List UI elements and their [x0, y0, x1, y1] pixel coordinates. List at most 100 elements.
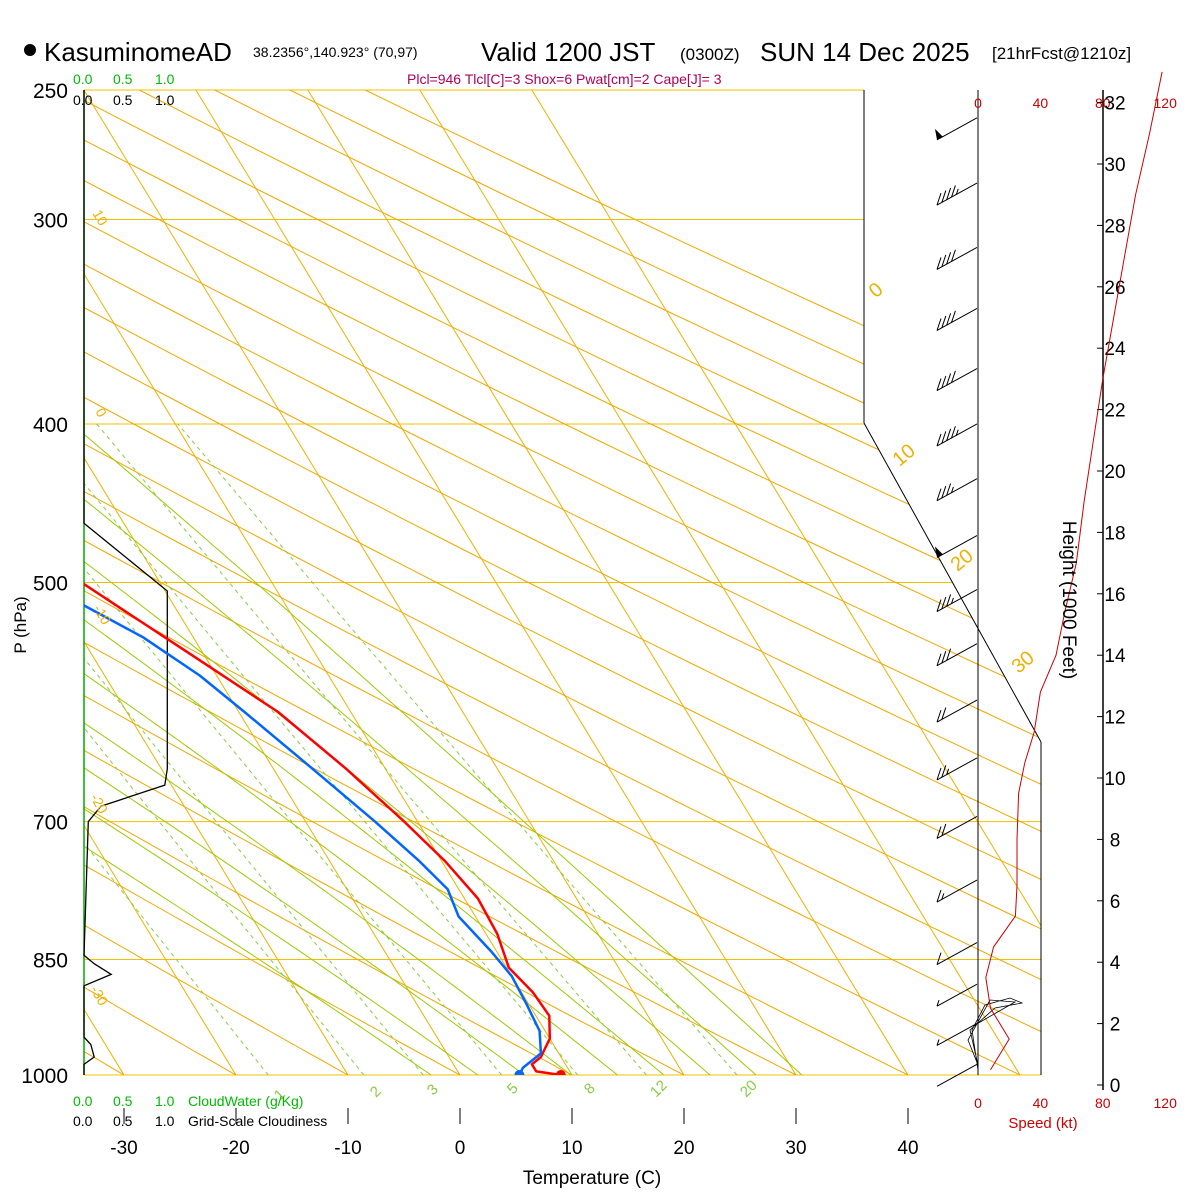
mixing-ratio-label: 8: [581, 1080, 599, 1098]
wind-barb-staff: [936, 589, 978, 613]
wind-barb-flag: [936, 488, 942, 501]
dry-adiabat-line: [84, 806, 574, 1075]
height-tick-label: 0: [1110, 1076, 1121, 1097]
right-panel: 0040408080120120024681012141618202224262…: [974, 71, 1177, 1111]
moist-adiabat-line: [84, 845, 432, 1075]
wind-barb-staff: [936, 699, 978, 723]
isotherm-line: [84, 456, 461, 1075]
wind-barb-flag: [941, 375, 947, 389]
wind-barb-flag: [936, 653, 942, 666]
isotherm-line: [84, 640, 349, 1075]
speed-tick-bottom: 0: [974, 1095, 982, 1111]
wind-barbs: [935, 117, 1024, 1087]
pressure-tick-label: 500: [33, 573, 68, 596]
speed-tick-bottom: 40: [1033, 1095, 1049, 1111]
wind-barb: [936, 1063, 978, 1087]
speed-tick-top: 0: [974, 95, 982, 111]
wind-barb: [936, 643, 978, 667]
height-tick-label: 8: [1110, 830, 1121, 851]
wind-barb-staff: [936, 1063, 978, 1087]
wind-barb-flag: [936, 952, 942, 965]
mixing-ratio-line: [84, 657, 424, 1075]
cloudiness-label: Grid-Scale Cloudiness: [188, 1113, 327, 1129]
dry-adiabat-line: [288, 90, 1041, 445]
dry-adiabat-line: [84, 590, 1022, 1075]
dry-adiabat-line: [84, 443, 1041, 930]
wind-barb: [935, 117, 978, 141]
wind-barb-pennant: [935, 546, 943, 558]
pressure-tick-label: 700: [33, 812, 68, 835]
y-axis-title: P (hPa): [11, 596, 30, 653]
wind-barb: [936, 478, 978, 502]
height-tick-label: 26: [1104, 278, 1125, 299]
wind-barb-staff: [936, 117, 978, 141]
cloudiness-tick: 1.0: [155, 1113, 175, 1129]
pressure-tick-label: 850: [33, 950, 68, 973]
mixing-ratio-line: [96, 423, 647, 1075]
height-tick-label: 16: [1104, 585, 1125, 606]
dry-adiabat-line: [84, 864, 462, 1075]
wind-barb: [936, 942, 978, 966]
wind-barb-flag: [946, 252, 952, 265]
wind-barb-flag: [936, 767, 942, 781]
height-tick-label: 4: [1110, 953, 1121, 974]
cloudiness-tick: 0.5: [113, 92, 133, 108]
isotherm-line: [531, 90, 1041, 927]
cloudwater-label: CloudWater (g/Kg): [188, 1093, 303, 1109]
stability-indices: Plcl=946 Tlcl[C]=3 Shox=6 Pwat[cm]=2 Cap…: [407, 71, 722, 87]
wind-barb-staff: [936, 983, 978, 1007]
surface-temperature-point: [555, 1070, 566, 1075]
moist-adiabat-line: [84, 722, 572, 1075]
speed-tick-bottom: 80: [1095, 1095, 1111, 1111]
dry-adiabat-line: [84, 263, 1041, 739]
wind-barb-halfflag: [955, 188, 959, 196]
dry-adiabat-line: [84, 986, 238, 1075]
wind-barb-staff: [936, 816, 978, 839]
moist-adiabat-line: [84, 561, 711, 1075]
height-tick-label: 2: [1110, 1015, 1121, 1036]
cloud-tick: 1.0: [155, 1093, 175, 1109]
wind-barb-halfflag: [941, 893, 945, 900]
wind-barb: [936, 699, 978, 723]
wind-barb-staff: [936, 643, 978, 667]
wind-barb-halfflag: [955, 429, 959, 436]
wind-barb: [936, 1022, 978, 1046]
dry-adiabat-line: [138, 90, 1041, 525]
wind-barb-flag: [936, 599, 942, 612]
wind-barb-halfflag: [936, 1000, 940, 1007]
dry-adiabat-line: [84, 307, 1041, 785]
wind-barb-staff: [936, 478, 978, 502]
wind-barb-halfflag: [946, 768, 950, 775]
wind-barb-flag: [941, 596, 947, 610]
dry-adiabat-line: [84, 396, 1041, 880]
wind-barb: [935, 535, 978, 558]
surface-dewpoint-point: [514, 1070, 525, 1075]
wind-barb-flag: [946, 594, 952, 607]
moist-adiabat-line: [84, 808, 479, 1075]
mixing-ratio-label: 3: [424, 1081, 442, 1099]
wind-barb-flag: [941, 254, 947, 268]
wind-barb-flag: [941, 765, 947, 778]
wind-barb-flag: [936, 257, 942, 270]
temp-tick-label: 40: [897, 1138, 918, 1159]
height-tick-label: 28: [1104, 216, 1125, 237]
wind-barb-staff: [936, 308, 978, 331]
height-tick-label: 10: [1104, 769, 1125, 790]
isotherm-line: [419, 90, 1021, 1075]
pressure-tick-label: 400: [33, 414, 68, 437]
wind-barb-flag: [941, 485, 947, 499]
wind-barb-flag: [936, 318, 942, 331]
skew-label-isotherm: 10: [90, 207, 112, 229]
dry-adiabat-line: [84, 179, 1041, 651]
temperature-dewpoint-profiles: [84, 582, 566, 1075]
wind-barb-flag: [950, 426, 956, 439]
wind-barb-flag: [936, 709, 942, 723]
skew-label-isotherm: 0: [92, 405, 110, 420]
thermo-background-grid: [84, 90, 1041, 1075]
wind-barb-staff: [936, 182, 978, 206]
station-marker-icon: [24, 44, 36, 56]
cloudiness-tick: 1.0: [155, 92, 175, 108]
wind-barb-flag: [941, 707, 947, 720]
skew-label-isotherm: -30: [87, 983, 111, 1009]
